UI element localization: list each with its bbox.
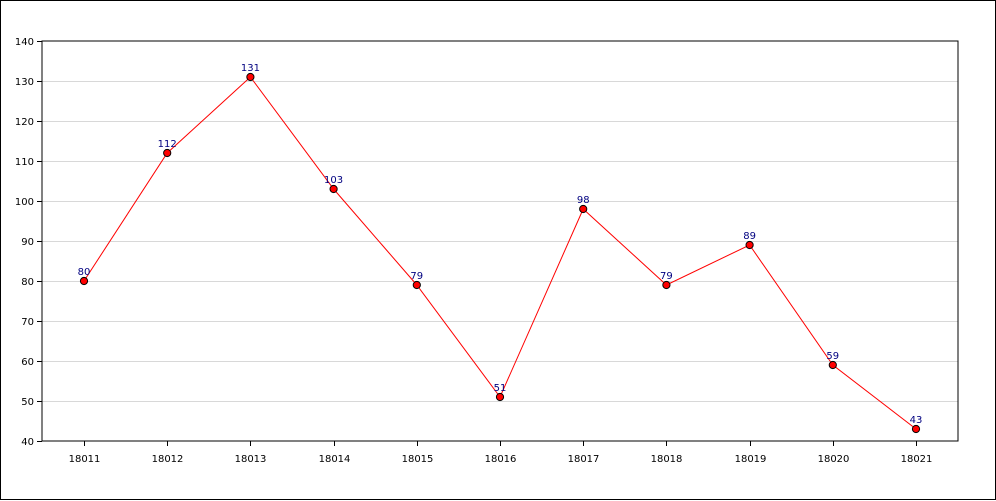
data-point	[246, 72, 255, 82]
data-point	[329, 184, 338, 194]
data-label: 131	[241, 63, 260, 74]
y-axis: 40 50 60 70 80 90 100 110 120 130 140	[15, 37, 42, 448]
y-tick-label: 50	[21, 397, 34, 408]
data-point	[163, 148, 172, 158]
data-label: 80	[78, 267, 91, 278]
data-label: 103	[324, 175, 343, 186]
y-tick-label: 60	[21, 357, 34, 368]
x-tick-label: 18021	[901, 454, 933, 465]
series-line	[83, 76, 917, 430]
data-label: 79	[660, 271, 673, 282]
data-point	[579, 204, 588, 214]
y-tick-label: 110	[15, 157, 34, 168]
data-label: 79	[410, 271, 423, 282]
x-tick-label: 18020	[818, 454, 850, 465]
y-tick-label: 140	[15, 37, 34, 48]
data-label: 112	[158, 139, 177, 150]
data-labels: 80 112 131 103 79 51 98 79 89 59 43	[78, 63, 923, 426]
y-tick-label: 100	[15, 197, 34, 208]
data-label: 98	[577, 195, 590, 206]
y-tick-label: 70	[21, 317, 34, 328]
x-tick-label: 18012	[152, 454, 184, 465]
data-point	[495, 392, 505, 402]
y-tick-label: 90	[21, 237, 34, 248]
data-label: 51	[494, 383, 507, 394]
x-tick-label: 18014	[319, 454, 351, 465]
x-tick-label: 18017	[568, 454, 600, 465]
data-label: 59	[826, 351, 839, 362]
series-markers	[79, 72, 921, 434]
data-point	[911, 424, 921, 434]
y-tick-label: 80	[21, 277, 34, 288]
x-tick-label: 18011	[69, 454, 101, 465]
data-point	[745, 240, 754, 250]
x-tick-label: 18018	[651, 454, 683, 465]
y-tick-label: 120	[15, 117, 34, 128]
data-point	[662, 280, 671, 290]
y-tick-label: 130	[15, 77, 34, 88]
data-point	[79, 276, 89, 286]
x-tick-label: 18015	[402, 454, 434, 465]
x-axis: 18011 18012 18013 18014 18015 18016 18017 18018…	[69, 441, 933, 465]
x-tick-label: 18019	[735, 454, 767, 465]
gridlines	[42, 81, 958, 402]
data-point	[412, 280, 421, 290]
data-label: 43	[910, 415, 923, 426]
x-tick-label: 18016	[485, 454, 517, 465]
series-line-path	[83, 76, 917, 430]
data-label: 89	[743, 231, 756, 242]
y-tick-label: 40	[21, 437, 34, 448]
x-tick-label: 18013	[235, 454, 267, 465]
data-point	[828, 360, 837, 370]
